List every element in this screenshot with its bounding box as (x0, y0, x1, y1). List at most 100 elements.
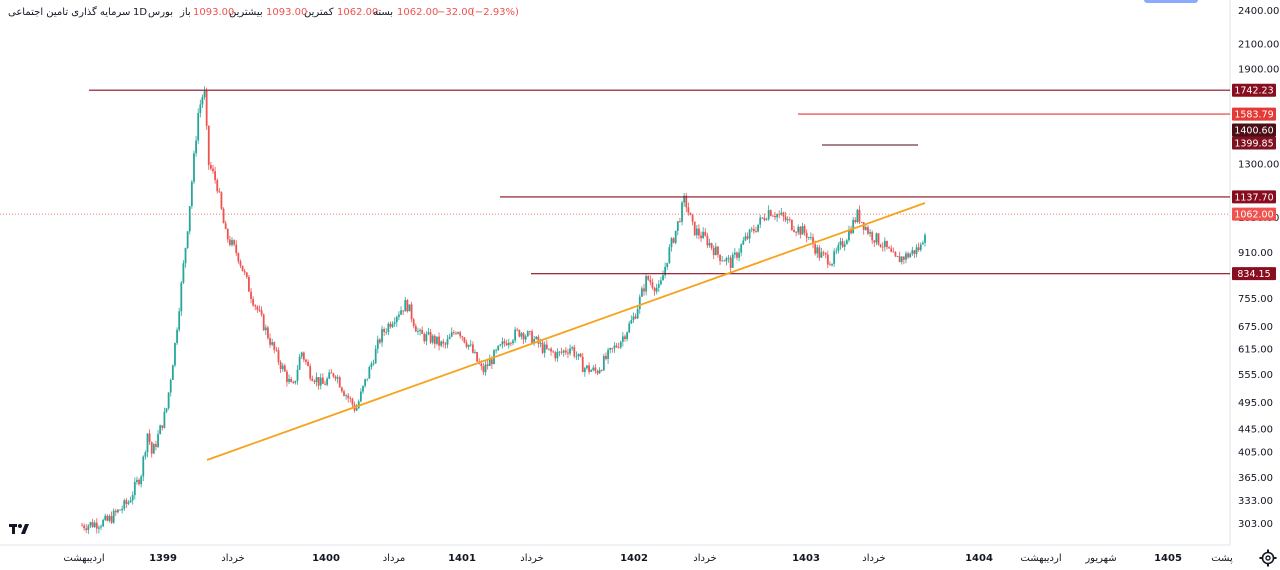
candle-body (193, 153, 195, 182)
candle-body (892, 251, 895, 253)
candle-body (165, 408, 168, 412)
candle-body (564, 350, 567, 353)
symbol-name[interactable]: سرمایه گذاری تامین اجتماعی (8, 7, 131, 18)
candle-body (909, 253, 912, 258)
candle-body (814, 244, 817, 254)
candle-body (771, 215, 774, 217)
candle-body (560, 351, 563, 353)
top-tab-indicator[interactable] (1144, 0, 1198, 3)
candle-body (793, 229, 795, 232)
candle-body (317, 377, 320, 386)
candle-body (171, 365, 174, 380)
candle-body (843, 244, 846, 247)
candle-body (617, 347, 620, 348)
candle-body (355, 408, 358, 411)
candle-body (220, 192, 223, 209)
candle-body (248, 276, 250, 292)
candle-body (376, 339, 379, 349)
candle-body (100, 526, 102, 528)
candle-body (683, 195, 686, 203)
x-tick-label: 1401 (448, 553, 476, 564)
candle-body (205, 90, 208, 126)
candle-body (767, 210, 770, 220)
y-tick-label: 333.00 (1238, 496, 1273, 507)
gear-icon[interactable] (1258, 548, 1280, 568)
candle-body (281, 365, 284, 369)
tradingview-logo-icon[interactable] (8, 522, 30, 538)
candle-body (736, 252, 738, 258)
candle-body (795, 231, 798, 233)
candle-body (818, 247, 821, 258)
candle-body (258, 309, 261, 311)
candle-body (550, 348, 552, 352)
candle-body (133, 481, 136, 496)
candle-body (129, 500, 132, 503)
candle-body (188, 206, 191, 232)
price-label: 834.15 (1237, 269, 1270, 280)
price-label-box (1232, 107, 1276, 121)
candle-body (455, 332, 457, 334)
price-label: 1400.60 (1234, 126, 1273, 137)
candle-body (533, 338, 536, 344)
candle-body (907, 253, 909, 258)
candle-body (169, 379, 172, 393)
candle-body (676, 221, 679, 231)
candle-body (670, 238, 673, 248)
candle-body (685, 195, 688, 208)
candle-body (190, 181, 193, 207)
candle-body (681, 202, 683, 222)
candle-body (698, 228, 700, 236)
candle-body (786, 219, 789, 221)
candle-body (203, 90, 206, 98)
candle-body (725, 258, 728, 262)
candle-body (567, 352, 569, 354)
candle-body (514, 329, 517, 341)
candle-body (790, 219, 793, 230)
candle-body (334, 376, 337, 379)
open-label: باز (180, 7, 191, 18)
candle-body (543, 344, 546, 353)
candle-body (833, 251, 836, 264)
interval[interactable]: 1D (133, 7, 148, 18)
candle-body (765, 219, 768, 221)
x-tick-label: مرداد (383, 553, 406, 564)
candle-body (300, 352, 303, 357)
x-tick-label: پشت (1211, 553, 1233, 564)
candle-body (776, 214, 779, 218)
candle-body (488, 359, 491, 367)
candle-body (896, 256, 899, 257)
high-value: 1093.00 (266, 7, 308, 18)
candle-body (222, 208, 225, 224)
candle-body (469, 344, 472, 346)
candle-body (812, 237, 814, 245)
candle-body (385, 331, 388, 333)
candle-body (207, 125, 210, 166)
candle-body (212, 168, 214, 172)
candle-body (541, 342, 544, 353)
candle-body (292, 382, 295, 383)
candle-body (235, 244, 238, 254)
candle-body (873, 240, 876, 243)
candle-body (700, 235, 702, 239)
candle-body (269, 338, 271, 345)
candle-body (621, 336, 624, 342)
candle-body (448, 336, 451, 340)
candle-body (471, 344, 474, 353)
candle-body (729, 257, 732, 268)
y-tick-label: 445.00 (1238, 424, 1273, 435)
candle-body (140, 476, 143, 485)
y-tick-label: 495.00 (1238, 398, 1273, 409)
candle-body (309, 365, 312, 379)
candle-body (216, 180, 219, 192)
candle-body (733, 252, 736, 255)
candle-body (366, 378, 369, 380)
candle-body (89, 522, 92, 526)
candle-body (693, 221, 696, 236)
candle-body (406, 300, 409, 312)
candle-body (254, 305, 257, 307)
candle-body (114, 510, 117, 513)
candle-body (662, 275, 664, 281)
candle-body (197, 112, 200, 141)
